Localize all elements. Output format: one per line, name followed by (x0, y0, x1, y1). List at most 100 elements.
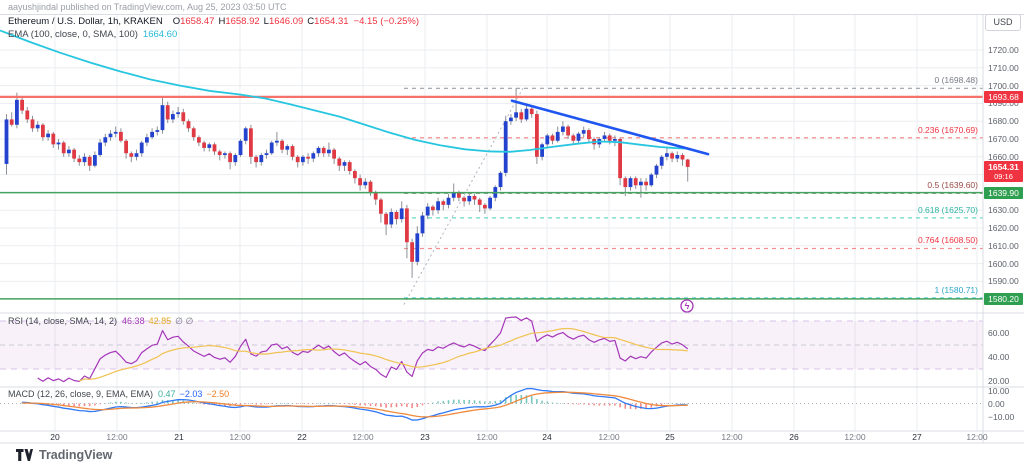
macd-histogram-bar (135, 403, 138, 404)
chart-canvas[interactable]: ϟ (0, 0, 1024, 444)
candle-body (425, 206, 430, 216)
time-axis-tick: 12:00 (598, 432, 620, 442)
candle-body (72, 149, 76, 159)
time-axis-tick: 12:00 (966, 432, 988, 442)
macd-histogram-bar (541, 400, 543, 404)
macd-histogram-bar (562, 402, 564, 404)
candle-body (649, 174, 654, 186)
time-axis-tick: 12:00 (844, 432, 866, 442)
candle-body (82, 156, 87, 163)
candle-body (639, 181, 643, 186)
candle-body (379, 199, 383, 214)
macd-histogram-bar (645, 403, 647, 409)
macd-histogram-bar (416, 403, 419, 408)
macd-axis-tick: −10.00 (988, 411, 1015, 422)
macd-histogram-bar (239, 403, 242, 405)
macd-histogram-bar (62, 403, 65, 407)
macd-histogram-bar (536, 399, 538, 404)
macd-histogram-bar (192, 402, 195, 404)
macd-histogram-bar (421, 403, 424, 406)
last-price-badge: 1654.31 09:16 (984, 160, 1023, 182)
candle-body (124, 140, 128, 154)
macd-histogram-bar (510, 395, 512, 404)
candle-body (467, 195, 472, 202)
macd-histogram-bar (359, 403, 361, 406)
ema-legend[interactable]: EMA (100, close, 0, SMA, 100) 1664.60 (8, 29, 177, 40)
high-value: 1658.92 (225, 16, 260, 27)
candle-body (410, 242, 414, 262)
rsi-extra-values: ∅ ∅ (175, 316, 194, 326)
candle-body (602, 135, 607, 139)
macd-histogram-bar (291, 403, 294, 404)
candle-body (145, 137, 149, 143)
macd-histogram-bar (442, 400, 445, 404)
macd-histogram-bar (198, 403, 200, 404)
change-value: −4.15 (−0.25%) (353, 16, 420, 27)
macd-histogram-bar (468, 399, 471, 404)
candle-body (46, 133, 50, 138)
candle-body (670, 153, 674, 159)
low-value: 1646.09 (268, 16, 304, 27)
candle-body (680, 155, 685, 160)
candle-body (389, 211, 394, 225)
macd-histogram-bar (146, 402, 148, 404)
low-label: L (263, 16, 269, 27)
candle-body (321, 147, 326, 154)
macd-histogram-bar (114, 401, 117, 404)
macd-histogram-bar (312, 403, 315, 404)
candle-body (503, 121, 508, 173)
macd-histogram-bar (224, 403, 226, 406)
candle-body (67, 149, 71, 154)
candle-body (306, 156, 310, 159)
macd-histogram-bar (255, 403, 257, 405)
candle-body (363, 181, 368, 186)
candle-body (238, 140, 243, 156)
candle-body (332, 149, 336, 159)
macd-histogram-bar (582, 403, 585, 405)
candle-body (587, 130, 591, 139)
candle-body (545, 135, 550, 145)
fib-level-label: 0 (1698.48) (934, 75, 978, 86)
tradingview-logo[interactable]: TradingView (16, 448, 112, 462)
currency-unit-button[interactable]: USD (985, 14, 1021, 31)
candle-body (368, 181, 373, 193)
candle-body (441, 201, 446, 205)
macd-histogram-bar (629, 403, 632, 409)
down-trendline (510, 99, 710, 156)
macd-histogram-bar (390, 403, 393, 408)
candle-body (337, 158, 342, 166)
macd-histogram-bar (68, 403, 70, 407)
candle-body (160, 105, 165, 131)
macd-histogram-bar (504, 397, 507, 404)
candle-body (150, 131, 154, 138)
macd-histogram-bar (83, 403, 86, 407)
macd-histogram-bar (203, 403, 205, 405)
macd-histogram-bar (437, 401, 439, 404)
candle-body (665, 153, 669, 157)
macd-histogram-bar (88, 403, 91, 407)
candle-body (472, 195, 477, 200)
candle-body (35, 124, 40, 129)
macd-legend[interactable]: MACD (12, 26, close, 9, EMA, EMA) 0.47 −2.… (8, 389, 229, 399)
time-axis-tick: 24 (542, 432, 552, 442)
macd-histogram-bar (406, 403, 408, 407)
candle-body (316, 147, 321, 154)
candle-body (25, 110, 30, 120)
macd-histogram-bar (598, 403, 601, 406)
macd-histogram-bar (354, 403, 356, 405)
macd-histogram-bar (588, 403, 590, 405)
price-axis-tick: 1590.00 (988, 276, 1019, 287)
lightning-marker-icon (680, 299, 694, 313)
macd-histogram-bar (374, 403, 377, 407)
rsi-legend[interactable]: RSI (14, close, SMA, 14, 2) 46.38 42.85 ∅ ∅ (8, 316, 193, 327)
rsi-axis-tick: 20.00 (988, 376, 1010, 386)
symbol-legend[interactable]: Ethereum / U.S. Dollar, 1h, KRAKEN O1658.… (8, 16, 419, 27)
candle-body (654, 165, 659, 175)
macd-histogram-bar (515, 394, 517, 404)
high-label: H (218, 16, 226, 27)
candle-body (30, 119, 35, 129)
rsi-value: 46.38 (122, 316, 145, 326)
macd-histogram-bar (458, 399, 460, 404)
candle-body (41, 124, 45, 138)
price-axis-tick: 1610.00 (988, 240, 1019, 251)
